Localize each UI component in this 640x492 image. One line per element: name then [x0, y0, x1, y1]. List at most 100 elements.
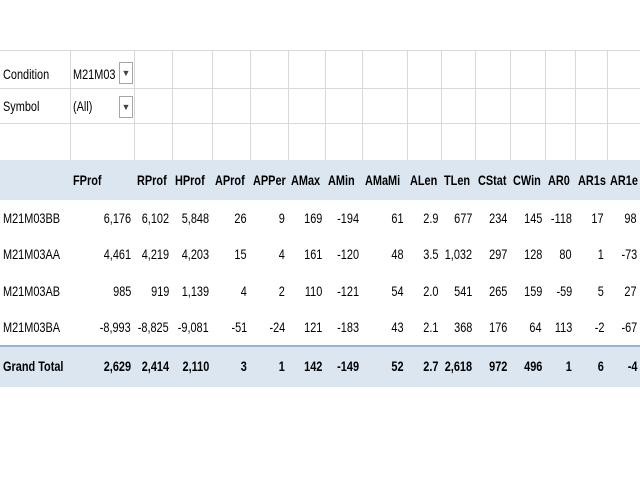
- grid-line: [172, 50, 173, 160]
- cell-value: 265: [488, 282, 507, 299]
- column-header: AR1e: [610, 172, 638, 188]
- cell-value: 176: [488, 318, 507, 335]
- column-header: RProf: [137, 172, 167, 188]
- cell-value: 43: [391, 318, 404, 335]
- grid-line: [0, 88, 640, 89]
- cell-value: 234: [488, 210, 507, 226]
- total-value: 2,110: [182, 358, 209, 374]
- grid-line: [607, 50, 608, 160]
- cell-value: 6,102: [141, 210, 169, 226]
- total-value: 2,414: [141, 358, 169, 374]
- cell-value: 985: [112, 282, 131, 299]
- cell-value: -8,825: [138, 318, 169, 335]
- cell-value: 159: [523, 282, 542, 299]
- header-band: [0, 160, 640, 200]
- cell-value: -194: [337, 210, 359, 226]
- grid-line: [441, 50, 442, 160]
- cell-value: 48: [391, 246, 404, 263]
- row-label: M21M03BA: [3, 318, 61, 335]
- total-value: 2,618: [444, 358, 472, 374]
- cell-value: 4,219: [141, 246, 169, 263]
- cell-value: -8,993: [100, 318, 131, 335]
- total-value: 2,629: [103, 358, 131, 374]
- grid-line: [325, 50, 326, 160]
- cell-value: 2.9: [422, 210, 438, 226]
- cell-value: 15: [234, 246, 247, 263]
- cell-value: 98: [624, 210, 637, 226]
- filter-dropdown[interactable]: ▼: [119, 96, 133, 118]
- cell-value: -67: [621, 318, 637, 335]
- cell-value: -2: [594, 318, 604, 335]
- cell-value: 4: [278, 246, 285, 263]
- cell-value: -59: [556, 282, 572, 299]
- cell-value: 145: [523, 210, 542, 226]
- cell-value: -118: [550, 210, 572, 226]
- grid-line: [475, 50, 476, 160]
- grid-line: [0, 123, 640, 124]
- total-value: -149: [337, 358, 359, 374]
- grid-line: [545, 50, 546, 160]
- cell-value: 161: [303, 246, 322, 263]
- cell-value: 128: [523, 246, 542, 263]
- total-value: 2.7: [422, 358, 438, 374]
- filter-value: (All): [73, 98, 93, 114]
- cell-value: 1,139: [181, 282, 209, 299]
- cell-value: 113: [554, 318, 572, 335]
- cell-value: 4,203: [181, 246, 209, 263]
- cell-value: -121: [337, 282, 359, 299]
- column-header: AMax: [291, 172, 321, 188]
- total-band: [0, 345, 640, 387]
- filter-value: M21M03: [73, 66, 116, 82]
- cell-value: 1,032: [444, 246, 472, 263]
- total-value: 972: [488, 358, 507, 374]
- grid-line: [0, 50, 640, 51]
- cell-value: 368: [453, 318, 472, 335]
- row-label: M21M03AA: [3, 246, 61, 263]
- column-header: TLen: [444, 172, 471, 188]
- cell-value: 919: [150, 282, 169, 299]
- total-value: 52: [391, 358, 404, 374]
- cell-value: 3.5: [422, 246, 438, 263]
- cell-value: 4: [240, 282, 247, 299]
- cell-value: 9: [278, 210, 285, 226]
- filter-dropdown[interactable]: ▼: [119, 62, 133, 84]
- total-value: 3: [240, 358, 247, 374]
- column-header: AProf: [215, 172, 245, 188]
- cell-value: -183: [337, 318, 359, 335]
- cell-value: 64: [529, 318, 542, 335]
- cell-value: 110: [304, 282, 322, 299]
- grid-line: [288, 50, 289, 160]
- filter-label: Condition: [3, 66, 50, 82]
- total-value: 1: [565, 358, 572, 374]
- cell-value: 2.1: [422, 318, 438, 335]
- total-value: 6: [597, 358, 604, 374]
- cell-value: 541: [453, 282, 472, 299]
- column-header: CStat: [478, 172, 507, 188]
- column-header: ALen: [410, 172, 438, 188]
- column-header: APPer: [253, 172, 286, 188]
- column-header: AMaMi: [365, 172, 401, 188]
- column-header: AR0: [548, 172, 570, 188]
- grid-line: [362, 50, 363, 160]
- grid-line: [250, 50, 251, 160]
- grid-line: [70, 50, 71, 160]
- column-header: FProf: [73, 172, 102, 188]
- total-value: -4: [627, 358, 637, 374]
- cell-value: 5: [597, 282, 604, 299]
- row-label: M21M03AB: [3, 282, 61, 299]
- filter-label: Symbol: [3, 98, 40, 114]
- total-value: 142: [303, 358, 322, 374]
- cell-value: 5,848: [181, 210, 209, 226]
- cell-value: 17: [591, 210, 604, 226]
- cell-value: 27: [624, 282, 637, 299]
- cell-value: 121: [303, 318, 322, 335]
- grid-line: [407, 50, 408, 160]
- cell-value: 61: [391, 210, 404, 226]
- column-header: AMin: [328, 172, 355, 188]
- cell-value: 169: [303, 210, 322, 226]
- cell-value: 6,176: [103, 210, 131, 226]
- cell-value: -51: [231, 318, 247, 335]
- cell-value: 297: [488, 246, 507, 263]
- cell-value: 26: [234, 210, 247, 226]
